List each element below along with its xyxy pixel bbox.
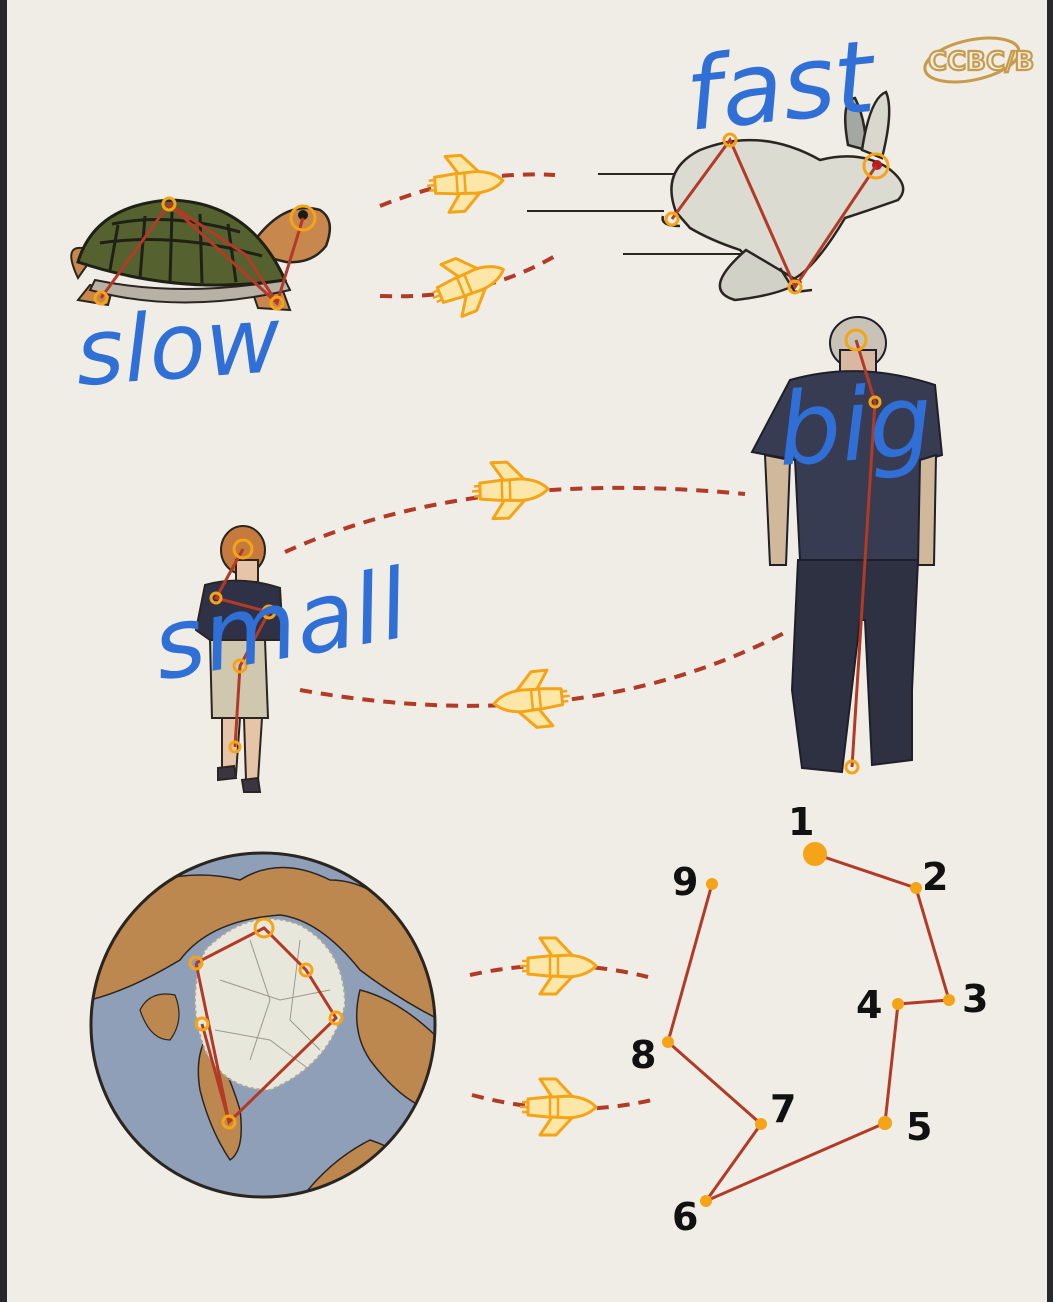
dot-2: [910, 882, 922, 894]
dot-number-5: 5: [906, 1105, 932, 1149]
globe-skeleton-lines: [194, 926, 338, 1125]
dot-number-9: 9: [672, 860, 698, 904]
ccbc-logo: CCBC/B: [923, 36, 1035, 84]
dot-number-4: 4: [856, 983, 882, 1027]
boy-keypoints: [209, 538, 277, 754]
dot-points: [662, 842, 955, 1207]
dot-8: [662, 1036, 674, 1048]
dot-number-8: 8: [630, 1033, 656, 1077]
turtle-skeleton-lines: [99, 201, 305, 306]
dot-6: [700, 1195, 712, 1207]
dot-number-2: 2: [922, 855, 948, 899]
dot-1: [803, 842, 827, 866]
dot-4: [892, 998, 904, 1010]
globe-keypoints: [188, 917, 344, 1130]
dot-5: [878, 1116, 892, 1130]
dot-3: [943, 994, 955, 1006]
hare-skeleton-lines: [670, 137, 878, 291]
dot-numbers: 1 2 3 4 5 6 7 8 9: [630, 800, 988, 1239]
word-big: big: [774, 361, 937, 489]
man-keypoints: [844, 328, 882, 775]
word-fast: fast: [680, 17, 883, 153]
man-skeleton-lines: [850, 339, 877, 768]
arctic-globe-icon: [89, 851, 437, 1199]
hare-icon: [661, 90, 905, 302]
turtle-keypoints: [93, 196, 317, 311]
dot-7: [755, 1118, 767, 1130]
word-slow: slow: [72, 286, 285, 407]
dot-number-7: 7: [770, 1087, 796, 1131]
hare-keypoints: [664, 132, 890, 295]
man-icon: [750, 316, 944, 774]
ccbc-logo-text: CCBC/B: [928, 47, 1034, 77]
turtle-icon: [70, 198, 332, 312]
handwritten-words: slow fast small big: [72, 17, 936, 702]
dot-9: [706, 878, 718, 890]
boy-skeleton-lines: [213, 548, 272, 748]
dot-number-3: 3: [962, 977, 988, 1021]
dot-number-1: 1: [788, 800, 814, 844]
dot-number-6: 6: [672, 1195, 698, 1239]
